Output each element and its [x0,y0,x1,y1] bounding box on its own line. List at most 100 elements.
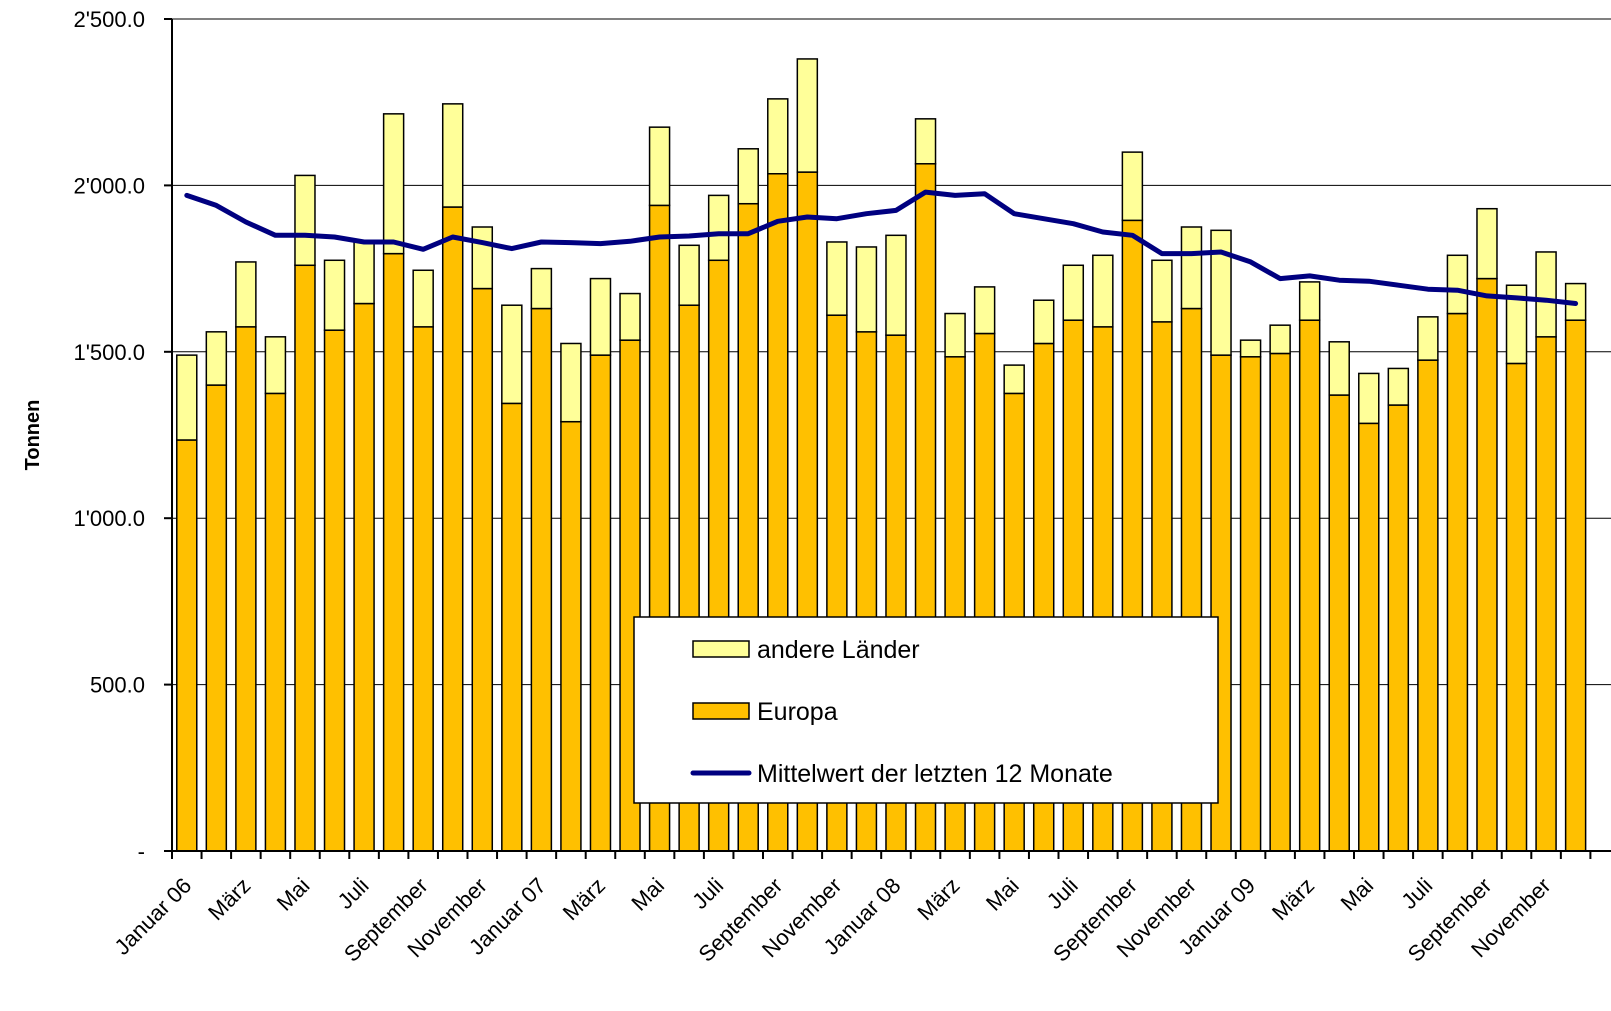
x-tick-label: Juli [1042,873,1083,914]
bar-andere-laender [1387,367,1410,406]
bar-andere-laender [1269,324,1291,355]
bar-andere-laender [826,241,848,316]
legend-label: Mittelwert der letzten 12 Monate [757,760,1113,788]
bar-andere-laender [501,304,523,405]
y-tick-label: 500.0 [90,673,145,698]
x-tick-label: März [1267,873,1319,925]
bar-andere-laender [944,312,966,358]
bar-andere-laender [1092,254,1114,328]
bar-europa [353,302,375,852]
x-tick-label: Juli [1396,873,1437,914]
bar-andere-laender [678,244,700,306]
legend-swatch [692,640,750,658]
bar-andere-laender [382,113,405,255]
bar-andere-laender [796,58,819,173]
bar-europa [294,264,316,852]
bar-europa [1535,336,1557,852]
bar-andere-laender [885,234,907,336]
x-tick-label: Mai [272,873,315,916]
bar-andere-laender [973,286,996,335]
bar-andere-laender [1328,341,1350,396]
legend-label: andere Länder [757,636,920,664]
bar-europa [323,329,346,852]
bar-andere-laender [471,226,494,290]
average-line-layer [184,189,1579,306]
bar-europa [560,420,582,852]
bar-andere-laender [1062,264,1085,321]
bar-andere-laender [323,259,346,331]
bar-europa [205,384,228,852]
bar-europa [1269,352,1291,852]
bar-andere-laender [205,331,228,386]
bar-andere-laender [1535,251,1557,338]
y-axis-title: Tonnen [22,400,44,471]
bar-andere-laender [1032,299,1055,345]
bar-andere-laender [1446,254,1469,315]
x-tick-label: Januar 06 [109,873,196,960]
bar-andere-laender [1505,284,1528,365]
y-tick-label: 1'500.0 [74,340,146,365]
bar-layer [176,58,1587,852]
bar-andere-laender [235,261,257,328]
bar-europa [382,252,405,852]
bar-europa [1476,277,1498,852]
bar-andere-laender [1121,151,1144,222]
bar-andere-laender [264,336,287,395]
bar-europa [589,354,612,852]
bar-andere-laender [560,342,582,423]
x-tick-label: Mai [626,873,669,916]
x-tick-label: März [203,873,255,925]
x-tick-label: März [912,873,964,925]
bar-europa [1387,404,1410,852]
x-tick-labels: Januar 06 März Mai JuliSeptemberNovemberJan… [109,873,1555,967]
bar-europa [176,439,198,852]
bar-andere-laender [855,246,878,333]
x-tick-label: Mai [1336,873,1379,916]
bar-andere-laender [1151,259,1173,323]
bar-andere-laender [767,98,789,175]
bar-andere-laender [1003,364,1025,395]
bar-andere-laender [619,292,641,341]
y-tick-labels: - 500.0 1'000.0 1'500.0 2'000.0 2'500.0 [74,7,146,864]
bar-europa [1298,319,1321,852]
average-line [184,189,1579,306]
bar-andere-laender [589,277,612,356]
bar-andere-laender [412,269,434,328]
bar-andere-laender [294,174,316,267]
bar-andere-laender [441,103,464,208]
bar-andere-laender [1417,316,1439,361]
bar-andere-laender [1180,226,1203,310]
bar-europa [1328,394,1350,852]
bar-europa [1505,362,1528,852]
x-tick-label: März [558,873,610,925]
bar-europa [1564,319,1587,852]
x-tick-label: Juli [333,873,374,914]
legend-label: Europa [757,698,838,726]
bar-europa [235,326,257,852]
legend-swatch [692,702,750,720]
bar-andere-laender [914,118,937,165]
bar-europa [1239,356,1262,852]
bar-andere-laender [1298,281,1321,321]
bar-andere-laender [1210,229,1232,356]
y-tick-label: 2'500.0 [74,7,146,32]
bar-andere-laender [530,267,553,310]
bar-andere-laender [737,148,759,205]
bar-andere-laender [1358,372,1380,425]
bar-europa [501,402,523,852]
bar-europa [441,206,464,852]
y-tick-label: 1'000.0 [74,506,146,531]
bar-andere-laender [176,354,198,441]
y-tick-label: - [138,839,145,864]
bar-europa [530,307,553,852]
bar-europa [1358,422,1380,852]
bar-andere-laender [1239,339,1262,358]
bar-europa [1446,312,1469,852]
bar-europa [412,326,434,852]
bar-andere-laender [648,126,671,207]
x-tick-label: Juli [687,873,728,914]
bar-andere-laender [353,239,375,305]
axes [164,18,1611,859]
bar-andere-laender [707,194,730,262]
x-tick-label: Mai [981,873,1024,916]
